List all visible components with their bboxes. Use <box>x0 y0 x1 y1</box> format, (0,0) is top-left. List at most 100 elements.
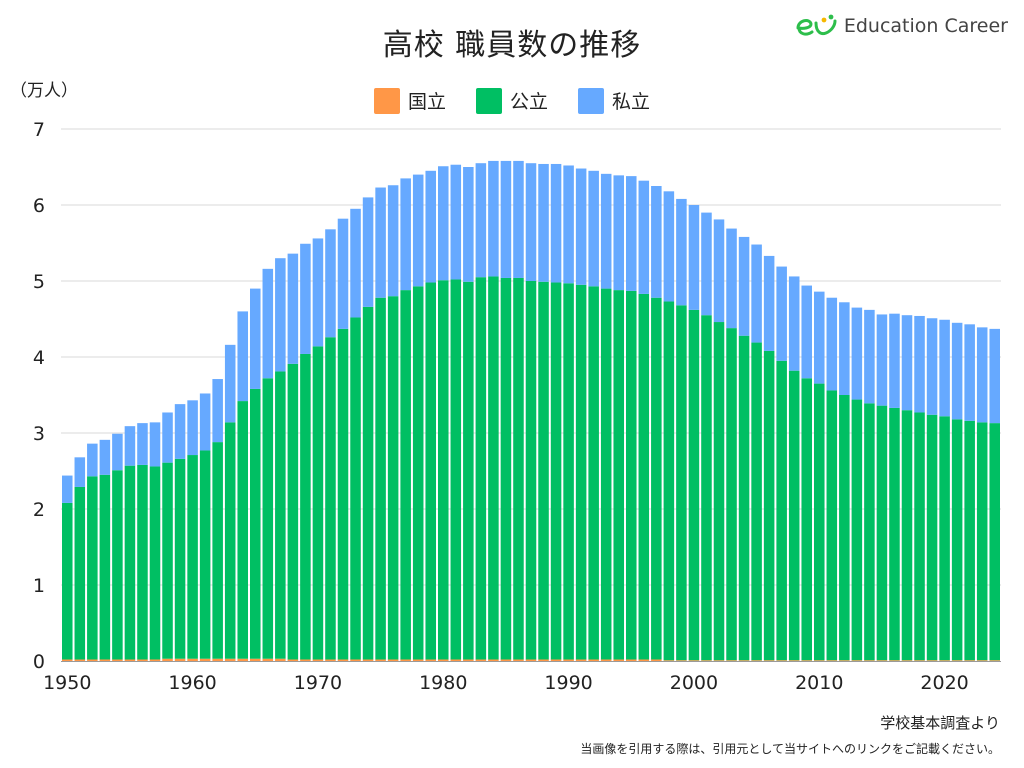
x-tick-label: 2010 <box>795 672 843 694</box>
bar-national-2017 <box>901 660 913 661</box>
bar-public-1988 <box>538 281 549 660</box>
bar-public-2023 <box>976 422 988 661</box>
bar-public-1999 <box>676 305 687 661</box>
bar-private-1964 <box>237 311 248 402</box>
bar-national-2003 <box>726 660 737 661</box>
bar-public-1985 <box>500 277 512 660</box>
bar-national-1964 <box>237 658 248 661</box>
x-tick-label: 1960 <box>168 672 216 694</box>
bar-national-1973 <box>350 659 361 661</box>
bar-national-2001 <box>701 660 712 661</box>
bar-public-2003 <box>726 328 737 661</box>
bar-private-1951 <box>74 457 86 487</box>
bar-public-1959 <box>174 458 186 659</box>
bar-national-1961 <box>199 658 211 661</box>
bar-public-1996 <box>638 293 650 660</box>
bar-national-1958 <box>162 658 173 661</box>
bar-public-1979 <box>425 282 436 660</box>
bar-public-1978 <box>412 286 424 660</box>
bar-private-1995 <box>626 176 637 291</box>
x-tick-label: 1980 <box>419 672 467 694</box>
bar-public-1984 <box>488 276 499 660</box>
bar-private-1953 <box>99 439 111 475</box>
bar-public-1970 <box>312 346 324 660</box>
bar-national-1983 <box>475 659 487 661</box>
bar-public-1969 <box>300 353 311 660</box>
bar-national-1967 <box>275 658 286 661</box>
bar-private-1984 <box>488 160 499 277</box>
legend-item-private: 私立 <box>578 87 650 114</box>
bar-private-2022 <box>964 324 975 421</box>
bar-private-1975 <box>375 187 386 298</box>
bar-national-2007 <box>776 660 787 661</box>
bar-public-1973 <box>350 317 361 660</box>
bar-national-1956 <box>137 659 148 661</box>
bar-national-1989 <box>550 659 562 661</box>
bar-private-2003 <box>726 228 737 329</box>
bar-public-1966 <box>262 378 274 659</box>
bar-public-2021 <box>951 419 963 661</box>
bar-public-1956 <box>137 464 148 660</box>
bar-public-1989 <box>550 282 562 660</box>
bar-public-2000 <box>688 309 700 661</box>
bar-public-1967 <box>275 371 286 659</box>
bar-private-2012 <box>839 302 850 395</box>
bar-national-2000 <box>688 660 700 661</box>
x-tick-label: 1990 <box>544 672 592 694</box>
bar-national-1997 <box>651 659 662 661</box>
y-tick-label: 7 <box>33 119 45 141</box>
bar-national-2013 <box>851 660 863 661</box>
legend-label-private: 私立 <box>612 91 651 113</box>
bar-public-1983 <box>475 277 487 660</box>
bar-private-1976 <box>387 185 399 297</box>
bar-national-1969 <box>300 659 311 661</box>
bar-private-2009 <box>801 285 812 379</box>
bar-private-2011 <box>826 297 838 391</box>
bar-public-1954 <box>112 470 123 660</box>
x-tick-label: 1950 <box>43 672 91 694</box>
x-tick-label: 2000 <box>670 672 718 694</box>
bar-public-1991 <box>575 284 587 660</box>
bar-private-2018 <box>914 315 925 413</box>
bar-private-1983 <box>475 163 487 278</box>
bar-public-1951 <box>74 486 86 660</box>
bar-public-2012 <box>839 395 850 661</box>
bar-public-2004 <box>738 335 750 661</box>
bar-private-1985 <box>500 160 512 278</box>
bar-private-2019 <box>926 318 938 415</box>
bar-private-1989 <box>550 163 562 283</box>
bar-private-1973 <box>350 208 361 318</box>
y-tick-label: 2 <box>33 499 45 521</box>
bar-private-1988 <box>538 163 549 282</box>
legend-label-national: 国立 <box>407 91 446 113</box>
bar-private-1987 <box>525 163 537 281</box>
bar-public-2014 <box>864 403 875 661</box>
bar-national-1957 <box>149 659 161 661</box>
bar-private-1963 <box>224 344 236 423</box>
bar-national-1994 <box>613 659 624 661</box>
bar-national-1974 <box>362 659 374 661</box>
bar-public-1955 <box>124 465 136 660</box>
bar-public-1982 <box>463 281 474 660</box>
bar-public-1950 <box>62 502 73 660</box>
bar-national-1951 <box>74 659 86 661</box>
bar-private-2015 <box>876 314 888 406</box>
bar-private-1998 <box>663 191 675 302</box>
bar-private-2014 <box>864 309 875 404</box>
bar-public-1987 <box>525 281 537 660</box>
bar-private-1979 <box>425 170 436 283</box>
bar-national-2014 <box>864 660 875 661</box>
bar-public-1962 <box>212 442 223 659</box>
bar-private-1958 <box>162 412 173 463</box>
bar-national-1993 <box>600 659 612 661</box>
bar-private-1993 <box>600 173 612 289</box>
bar-public-1992 <box>588 286 599 660</box>
bar-national-1999 <box>676 660 687 661</box>
bar-private-2013 <box>851 307 863 400</box>
bar-private-1974 <box>362 197 374 307</box>
bar-national-1998 <box>663 660 675 661</box>
bar-public-1976 <box>387 296 399 660</box>
bar-national-2019 <box>926 660 938 661</box>
bar-national-1986 <box>513 659 524 661</box>
bar-private-2000 <box>688 205 700 310</box>
